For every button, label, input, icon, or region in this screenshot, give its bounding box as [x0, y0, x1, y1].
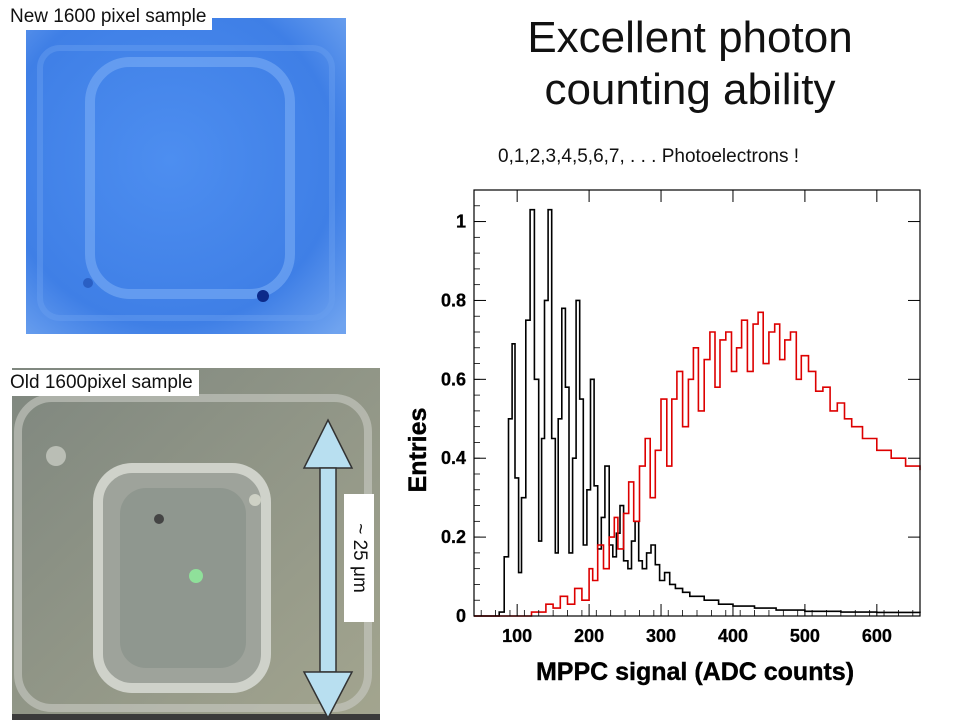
- slide-title: Excellent photon counting ability: [470, 12, 910, 116]
- x-axis-label: MPPC signal (ADC counts): [536, 658, 854, 686]
- y-tick-label: 0.2: [441, 527, 466, 547]
- adc-histogram-chart: 100 200 300 400 500 600 0 0.2 0.4 0.6 0.8 1 MPPC si…: [404, 189, 921, 686]
- scale-label: ~ 25 μm: [349, 523, 370, 593]
- x-tick-label: 200: [574, 626, 604, 646]
- axes-layer: 100 200 300 400 500 600 0 0.2 0.4 0.6 0.8 1: [441, 189, 921, 646]
- x-tick-label: 400: [718, 626, 748, 646]
- y-tick-label: 0.6: [441, 369, 466, 389]
- x-tick-label: 500: [790, 626, 820, 646]
- old-sample-label: Old 1600pixel sample: [4, 370, 199, 396]
- y-tick-label: 0.8: [441, 290, 466, 310]
- y-tick-label: 1: [456, 212, 466, 232]
- new-sample-photo: [26, 18, 346, 334]
- x-tick-label: 600: [862, 626, 892, 646]
- x-tick-label: 300: [646, 626, 676, 646]
- new-sample-label: New 1600 pixel sample: [4, 4, 213, 30]
- slide-title-line2: counting ability: [544, 65, 836, 114]
- old-sample-photo: [12, 368, 380, 720]
- y-axis-label: Entries: [404, 408, 432, 493]
- y-tick-label: 0.4: [441, 448, 466, 468]
- series-layer: [474, 208, 921, 617]
- slide-title-line1: Excellent photon: [527, 13, 853, 62]
- scale-label-box: ~ 25 μm: [344, 494, 374, 622]
- x-tick-label: 100: [502, 626, 532, 646]
- series-line-1: [474, 311, 921, 617]
- photoelectron-caption: 0,1,2,3,4,5,6,7, . . . Photoelectrons !: [498, 146, 800, 167]
- y-tick-label: 0: [456, 606, 466, 626]
- scale-arrow: [302, 418, 354, 720]
- plot-frame: [473, 189, 921, 617]
- series-line-0: [474, 208, 921, 617]
